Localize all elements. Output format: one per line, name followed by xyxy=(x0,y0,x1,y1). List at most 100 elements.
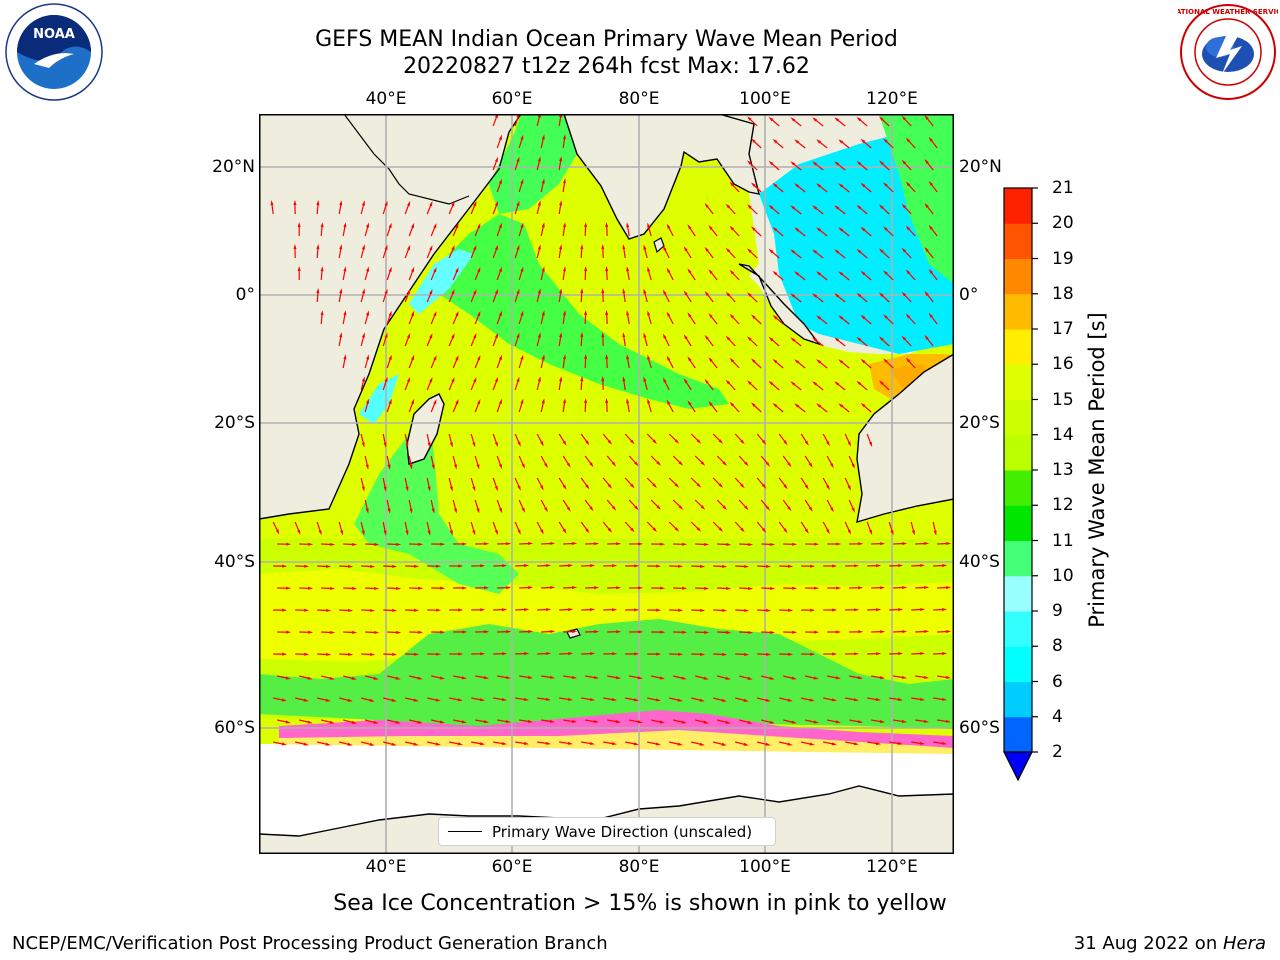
wave-arrowhead xyxy=(812,205,818,210)
wave-arrowhead xyxy=(585,528,590,534)
wave-arrowhead xyxy=(652,527,657,532)
wave-arrowhead xyxy=(678,608,684,612)
wave-arrowhead xyxy=(418,630,424,634)
wave-arrowhead xyxy=(395,720,401,724)
wave-arrowhead xyxy=(946,586,952,590)
coastline-sumatra xyxy=(738,263,821,346)
wave-arrowhead xyxy=(920,564,926,567)
wave-arrowhead xyxy=(634,652,640,656)
wave-arrowhead xyxy=(384,200,388,206)
wave-arrowhead xyxy=(875,698,881,701)
wave-arrowhead xyxy=(545,741,551,745)
nws-logo: NATIONAL WEATHER SERVICE xyxy=(1178,4,1278,100)
colorbar-block xyxy=(1004,434,1032,471)
lat-tick-left: 20°N xyxy=(212,157,255,177)
wave-arrowhead xyxy=(787,462,792,468)
wave-arrowhead xyxy=(683,378,688,384)
wave-arrowhead xyxy=(544,507,548,513)
wave-arrowhead xyxy=(790,293,796,298)
wave-arrowhead xyxy=(647,398,651,404)
wave-arrowhead xyxy=(630,483,635,489)
wave-arrowhead xyxy=(725,203,731,209)
wave-arrowhead xyxy=(945,675,951,679)
wave-arrowhead xyxy=(901,159,907,165)
wave-arrowhead xyxy=(330,586,336,590)
wave-arrowhead xyxy=(838,227,844,232)
wave-arrowhead xyxy=(429,377,433,383)
wave-arrowhead xyxy=(794,139,800,144)
wave-arrowhead xyxy=(897,741,903,745)
forecast-info: 20220827 t12z 264h fcst Max: 17.62 xyxy=(403,54,810,79)
map-title: GEFS MEAN Indian Ocean Primary Wave Mean… xyxy=(315,27,898,52)
wave-arrowhead xyxy=(704,246,709,252)
wave-arrowhead xyxy=(351,676,357,680)
wave-arrowhead xyxy=(484,542,490,546)
wave-arrowhead xyxy=(473,289,477,295)
wave-arrowhead xyxy=(790,161,796,166)
wave-arrowhead xyxy=(718,527,724,532)
coastline-australia xyxy=(856,353,954,523)
wave-arrowhead xyxy=(517,485,521,491)
wave-arrowhead xyxy=(660,630,666,634)
wave-arrowhead xyxy=(383,486,387,492)
wave-arrowhead xyxy=(708,357,713,362)
wave-arrowhead xyxy=(476,508,480,514)
wave-arrowhead xyxy=(517,441,521,447)
wave-arrowhead xyxy=(409,464,413,470)
wave-arrowhead xyxy=(307,720,313,724)
wave-arrowhead xyxy=(537,156,541,162)
wave-arrowhead xyxy=(612,652,618,656)
colorbar-block xyxy=(1004,223,1032,259)
wave-arrowhead xyxy=(455,311,459,317)
wave-arrowhead xyxy=(879,248,884,253)
wave-arrowhead xyxy=(816,139,822,144)
wave-arrowhead xyxy=(924,247,929,252)
wave-arrowhead xyxy=(506,586,512,590)
wave-arrowhead xyxy=(722,652,728,656)
gridlines xyxy=(259,114,954,854)
wave-arrowhead xyxy=(622,376,626,382)
wave-arrowhead xyxy=(392,652,398,656)
wave-arrowhead xyxy=(834,337,840,342)
wave-arrowhead xyxy=(622,332,626,338)
wave-arrowhead xyxy=(343,354,347,360)
wave-arrowhead xyxy=(559,200,563,206)
colorbar-tick-label: 18 xyxy=(1052,283,1074,304)
wave-arrowhead xyxy=(362,200,365,206)
wave-arrowhead xyxy=(901,335,907,341)
wave-arrowhead xyxy=(898,608,904,612)
wave-arrowhead xyxy=(740,439,745,445)
wave-arrowhead xyxy=(316,244,320,250)
wave-arrowhead xyxy=(611,461,617,467)
wave-arrowhead xyxy=(472,530,476,536)
legend: Primary Wave Direction (unscaled) xyxy=(438,817,776,846)
wave-arrowhead xyxy=(580,288,584,294)
wave-arrowhead xyxy=(362,244,365,250)
wave-arrowhead xyxy=(856,204,862,210)
wave-arrowhead xyxy=(751,314,756,319)
wave-arrowhead xyxy=(457,698,463,702)
wave-arrowhead xyxy=(616,542,622,546)
wave-arrowhead xyxy=(751,226,756,231)
wave-arrowhead xyxy=(520,134,524,140)
wave-arrowhead xyxy=(656,608,662,612)
wave-arrowhead xyxy=(804,440,809,446)
wave-arrowhead xyxy=(854,608,860,612)
wave-arrowhead xyxy=(502,564,508,568)
wave-arrowhead xyxy=(809,698,815,702)
wave-arrowhead xyxy=(768,336,774,342)
wave-arrowhead xyxy=(768,204,774,210)
wave-arrowhead xyxy=(462,542,468,546)
wave-arrowhead xyxy=(612,608,618,612)
wave-arrowhead xyxy=(838,315,844,320)
wave-arrowhead xyxy=(303,742,309,746)
wave-arrowhead xyxy=(905,137,911,143)
footer-machine: Hera xyxy=(1222,933,1266,954)
wave-arrowhead xyxy=(772,358,778,364)
wave-arrowhead xyxy=(876,564,882,568)
wave-arrowhead xyxy=(902,586,908,590)
wave-arrowhead xyxy=(901,115,907,121)
wave-arrowhead xyxy=(747,116,752,121)
wave-arrowhead xyxy=(455,399,459,405)
wave-arrowhead xyxy=(387,464,391,470)
